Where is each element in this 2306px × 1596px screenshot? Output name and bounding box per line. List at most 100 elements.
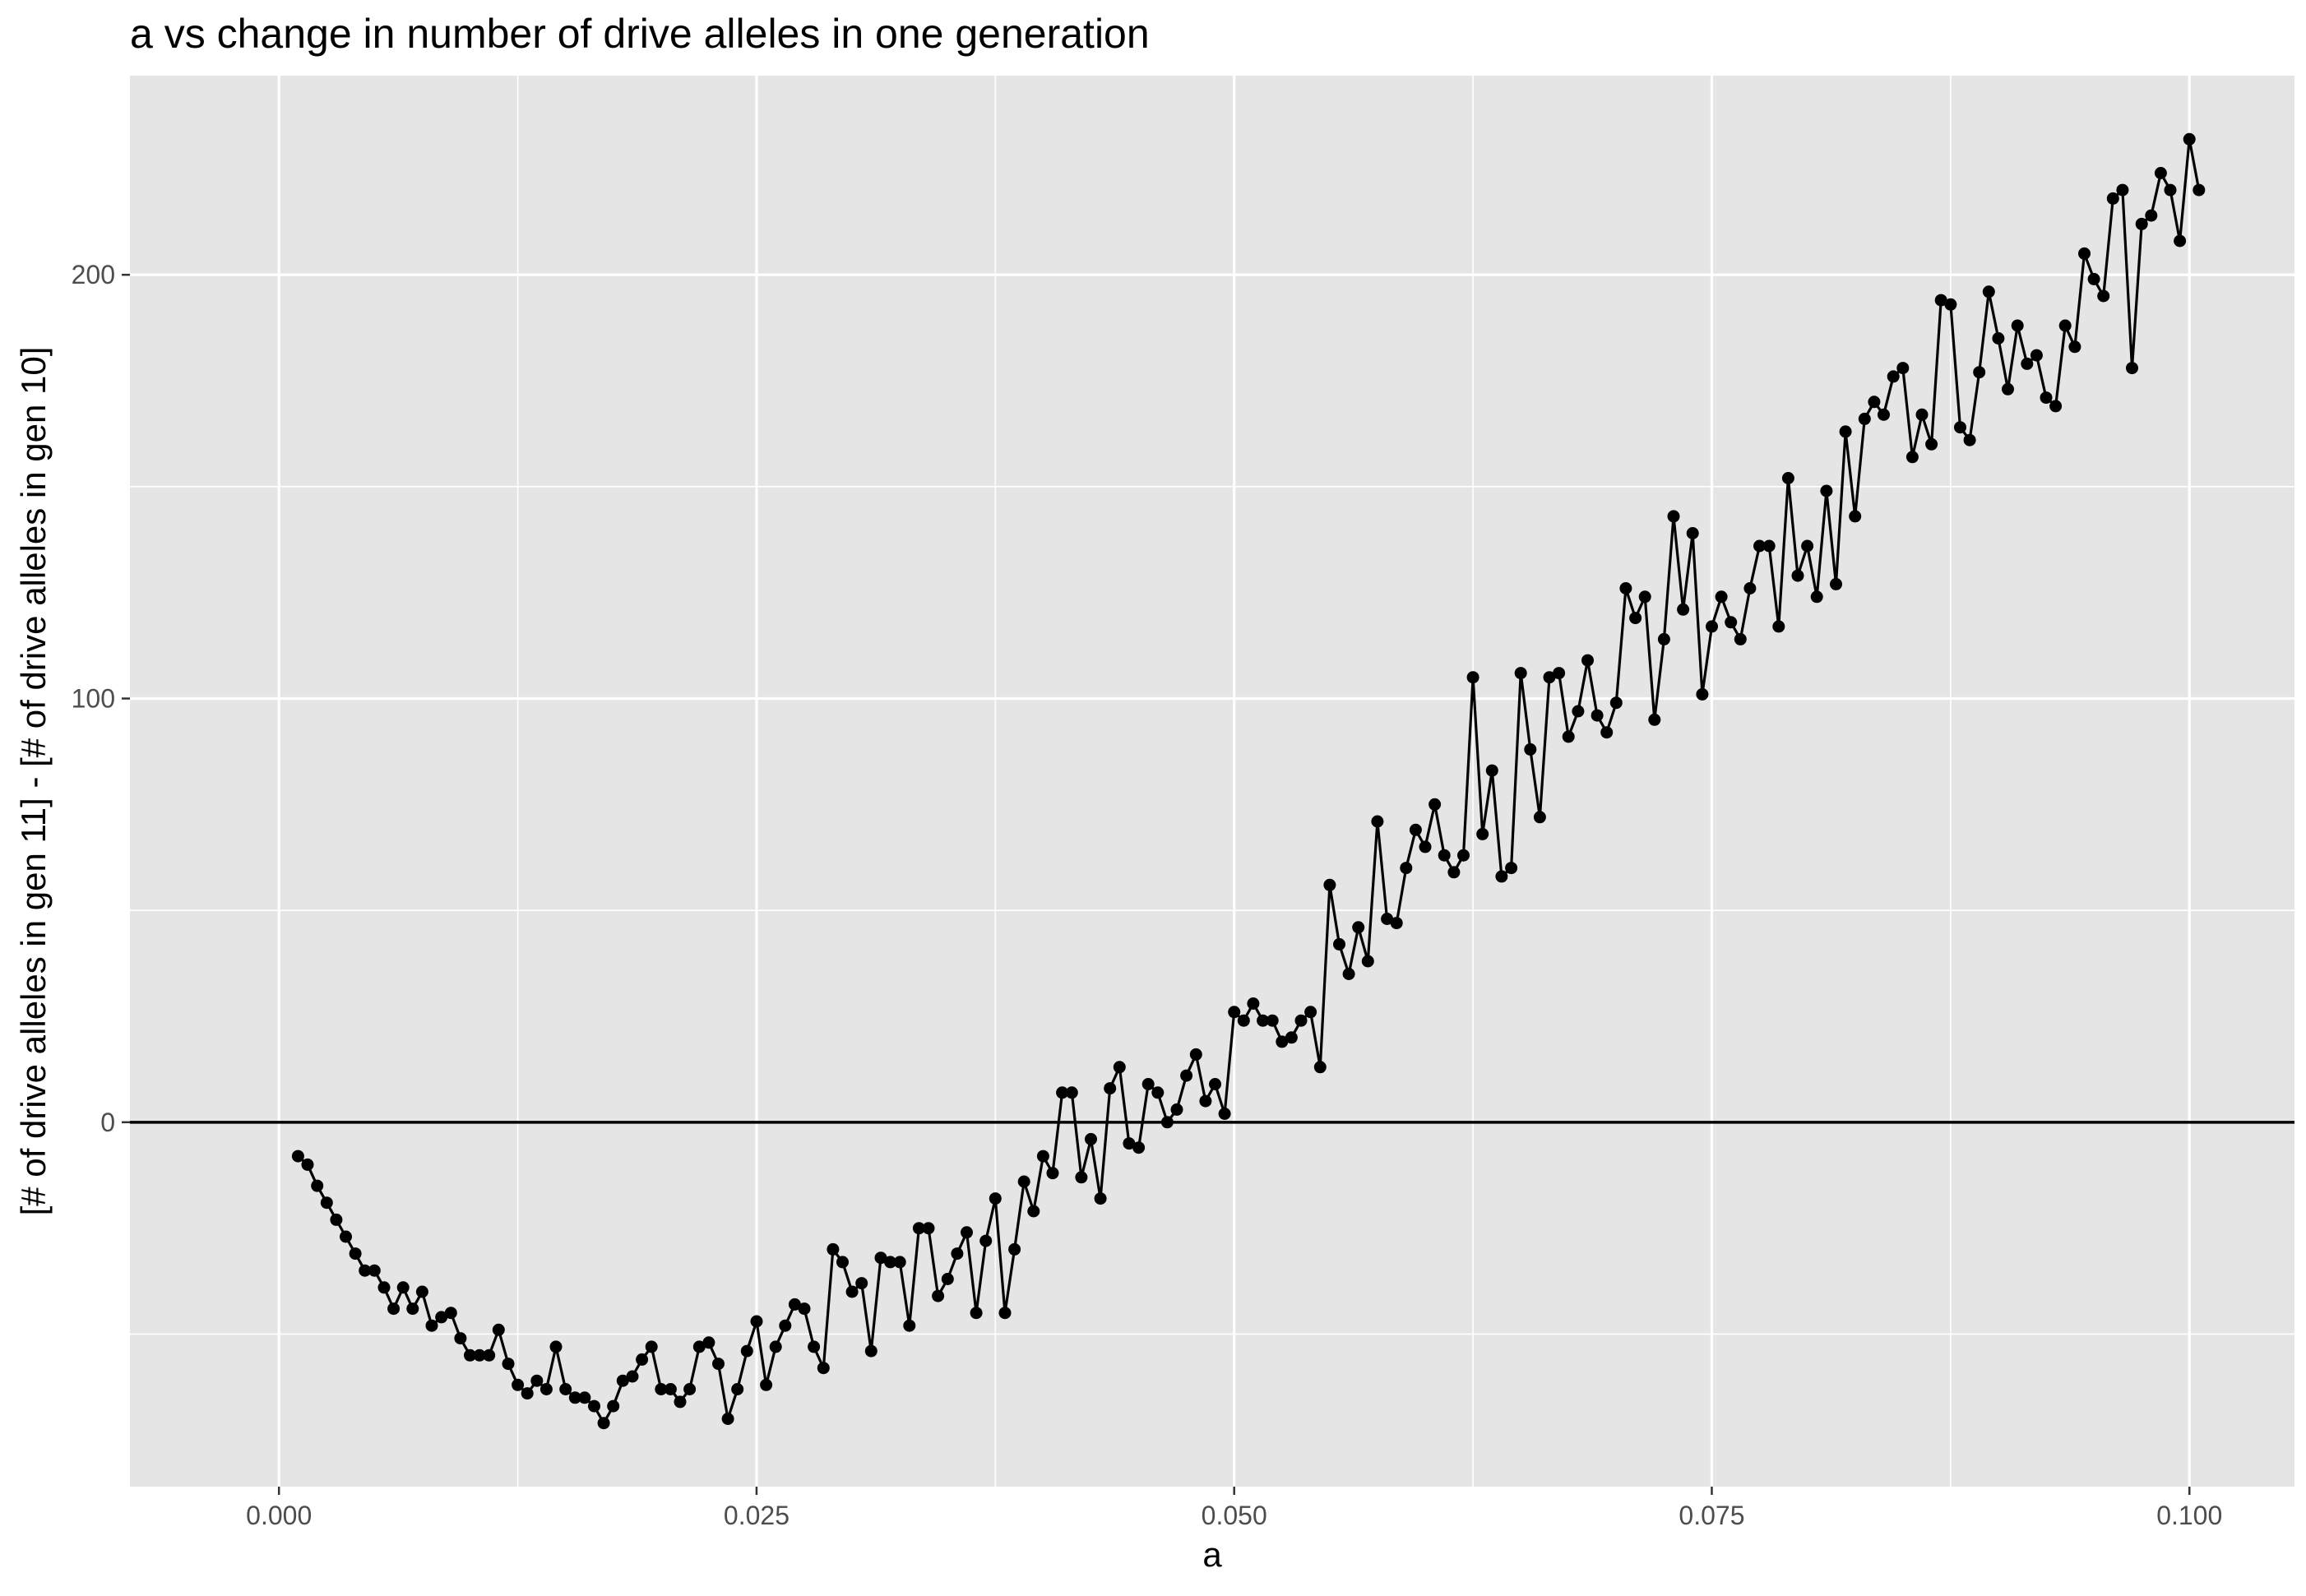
data-point (2040, 391, 2053, 405)
data-point (483, 1349, 496, 1362)
data-point (291, 1150, 304, 1163)
data-point (1715, 590, 1728, 604)
data-point (1686, 527, 1699, 539)
data-point (1390, 917, 1403, 930)
data-point (607, 1399, 620, 1413)
data-point (1381, 913, 1394, 925)
data-point (2097, 289, 2110, 303)
data-point (1572, 705, 1585, 718)
data-point (1323, 878, 1336, 891)
data-point (597, 1417, 610, 1430)
data-point (788, 1298, 801, 1311)
data-point (1371, 815, 1384, 828)
data-point (884, 1256, 897, 1269)
data-point (1677, 603, 1690, 616)
data-point (817, 1362, 830, 1375)
data-point (492, 1323, 505, 1336)
data-point (1400, 862, 1413, 875)
data-point (1543, 671, 1556, 684)
data-point (1151, 1086, 1165, 1099)
data-point (1180, 1069, 1193, 1082)
data-point (1170, 1103, 1183, 1116)
data-point (1075, 1171, 1088, 1184)
data-point (2183, 132, 2196, 146)
data-point (1772, 620, 1785, 633)
x-tick-label: 0.000 (246, 1501, 312, 1530)
data-point (664, 1383, 677, 1395)
data-point (549, 1340, 563, 1353)
data-point (1619, 582, 1632, 594)
data-point (2058, 319, 2072, 332)
data-point (903, 1319, 916, 1332)
data-point (387, 1302, 401, 1316)
data-point (1189, 1048, 1202, 1061)
data-point (1466, 671, 1479, 684)
data-point (1725, 616, 1738, 629)
data-point (1085, 1132, 1097, 1145)
x-tick-label: 0.075 (1679, 1501, 1744, 1530)
series-points (291, 132, 2206, 1430)
plot-panel (130, 76, 2294, 1487)
data-point (1734, 632, 1747, 645)
data-point (425, 1319, 438, 1332)
data-point (1419, 840, 1432, 854)
data-point (874, 1251, 887, 1265)
data-point (645, 1340, 658, 1353)
data-point (1963, 433, 1976, 446)
data-point (616, 1374, 629, 1387)
data-point (1113, 1061, 1126, 1074)
data-point (1591, 709, 1604, 722)
data-point (979, 1234, 993, 1247)
data-point (559, 1383, 572, 1395)
data-point (1352, 921, 1365, 934)
data-point (712, 1358, 725, 1371)
data-point (2116, 183, 2129, 197)
data-point (1333, 937, 1345, 951)
data-point (1429, 798, 1442, 811)
x-tick-label: 0.100 (2156, 1501, 2222, 1530)
data-point (1553, 667, 1566, 680)
data-point (1753, 539, 1766, 553)
data-point (502, 1358, 515, 1371)
data-point (2154, 167, 2167, 179)
data-point (1199, 1094, 1212, 1108)
data-point (1629, 612, 1642, 625)
y-tick-label: 100 (72, 684, 115, 714)
data-point (1514, 667, 1527, 680)
data-point (760, 1378, 773, 1391)
data-point (2011, 319, 2024, 332)
data-point (1743, 582, 1757, 594)
data-point (1476, 827, 1489, 840)
data-point (301, 1158, 314, 1171)
data-point (1762, 539, 1776, 553)
data-point (836, 1256, 849, 1269)
data-point (1304, 1006, 1317, 1019)
data-point (588, 1399, 600, 1413)
data-point (1228, 1006, 1241, 1019)
data-point (568, 1391, 581, 1404)
data-point (951, 1247, 964, 1261)
data-point (1858, 412, 1871, 425)
data-point (2021, 357, 2034, 370)
data-point (769, 1340, 782, 1353)
data-point (359, 1264, 372, 1277)
data-point (845, 1285, 859, 1298)
data-point (932, 1289, 945, 1302)
data-point (808, 1340, 821, 1353)
y-axis-title: [# of drive alleles in gen 11] - [# of d… (14, 347, 53, 1216)
data-point (2030, 349, 2043, 362)
data-point (721, 1413, 734, 1425)
chart-title: a vs change in number of drive alleles i… (130, 11, 1150, 57)
data-point (1915, 408, 1929, 421)
data-point (827, 1242, 840, 1256)
y-axis: 0 100 200 (72, 260, 130, 1137)
data-point (692, 1340, 706, 1353)
data-point (1257, 1014, 1270, 1027)
data-point (2145, 209, 2158, 222)
data-point (740, 1344, 753, 1358)
data-point (893, 1256, 906, 1269)
data-point (961, 1226, 973, 1239)
data-point (1524, 742, 1537, 756)
data-point (1878, 408, 1890, 421)
